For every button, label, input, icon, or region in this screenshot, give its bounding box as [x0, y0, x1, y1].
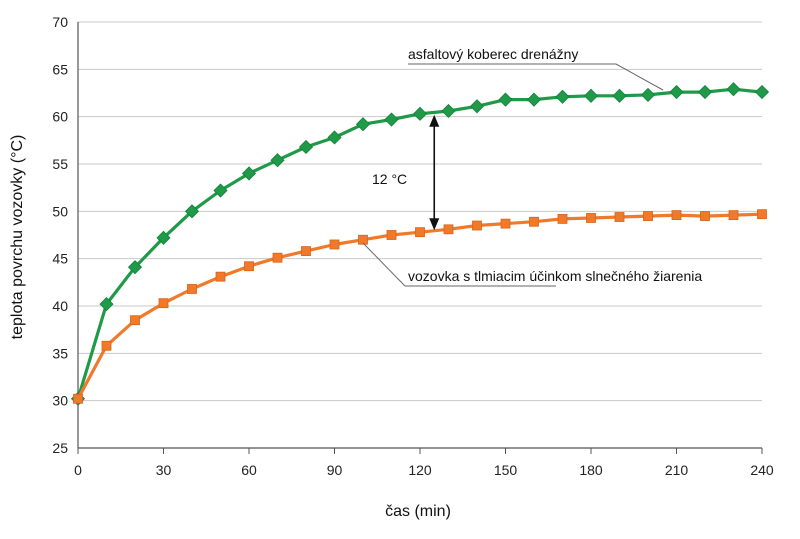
data-point-s0-x60 [241, 166, 257, 181]
data-point-s1-x90 [329, 239, 340, 250]
data-point-s0-x10 [99, 297, 114, 312]
x-tick-label-60: 60 [241, 462, 257, 478]
y-tick-label-65: 65 [52, 61, 68, 77]
data-point-s1-x70 [272, 252, 283, 263]
data-point-s0-x230 [726, 82, 741, 97]
series [70, 82, 770, 406]
y-tick-label-55: 55 [52, 156, 68, 172]
difference-label: 12 °C [372, 171, 407, 187]
data-point-s1-x170 [557, 214, 568, 224]
data-point-s0-x240 [754, 84, 770, 100]
legend-label-drainage-asphalt: asfaltový koberec drenážny [408, 46, 578, 62]
data-point-s0-x50 [213, 183, 228, 198]
data-point-s1-x180 [586, 213, 596, 223]
leader-line-damping-pavement [362, 242, 556, 287]
data-point-s1-x150 [500, 218, 511, 229]
data-point-s1-x230 [728, 210, 739, 221]
x-tick-label-240: 240 [750, 462, 774, 478]
data-point-s1-x140 [472, 220, 482, 231]
y-tick-label-70: 70 [52, 14, 68, 30]
difference-arrow-head-top [429, 114, 440, 127]
x-tick-label-90: 90 [327, 462, 343, 478]
y-tick-label-50: 50 [52, 203, 68, 219]
data-point-s1-x60 [244, 261, 254, 272]
data-point-s0-x140 [469, 99, 485, 114]
y-tick-label-40: 40 [52, 298, 68, 314]
data-point-s1-x130 [443, 224, 454, 235]
data-point-s1-x240 [757, 209, 767, 220]
data-point-s1-x20 [130, 315, 140, 326]
x-tick-label-210: 210 [665, 462, 689, 478]
y-tick-label-35: 35 [52, 345, 68, 361]
data-point-s1-x190 [614, 212, 625, 222]
data-point-s0-x150 [498, 92, 513, 107]
data-point-s1-x210 [671, 210, 682, 221]
legend-label-damping-pavement: vozovka s tlmiacim účinkom slnečného žia… [408, 268, 702, 284]
data-point-s0-x90 [327, 130, 342, 145]
data-point-s0-x130 [441, 103, 456, 119]
data-point-s1-x110 [386, 230, 397, 240]
data-point-s1-x40 [187, 284, 197, 294]
annotations: asfaltový koberec drenážny vozovka s tlm… [362, 46, 702, 287]
data-point-s1-x80 [301, 246, 311, 256]
data-point-s1-x120 [415, 227, 425, 238]
y-tick-label-60: 60 [52, 109, 68, 125]
data-point-s0-x180 [583, 88, 599, 103]
data-point-s0-x110 [384, 112, 399, 127]
data-point-s0-x220 [697, 84, 713, 100]
data-point-s1-x0 [73, 393, 83, 404]
y-tick-label-45: 45 [52, 251, 68, 267]
x-axis-title: čas (min) [385, 503, 451, 520]
data-point-s1-x100 [358, 234, 368, 245]
x-tick-label-30: 30 [156, 462, 172, 478]
x-tick-label-150: 150 [494, 462, 518, 478]
y-tick-label-30: 30 [52, 393, 68, 409]
axes [77, 22, 763, 454]
data-point-s1-x160 [529, 216, 539, 227]
data-point-s0-x70 [270, 153, 285, 168]
data-point-s0-x100 [355, 117, 371, 132]
data-point-s1-x50 [215, 271, 226, 282]
data-point-s1-x30 [158, 298, 169, 309]
data-point-s0-x200 [640, 87, 656, 102]
data-point-s0-x20 [127, 260, 143, 275]
y-tick-label-25: 25 [52, 440, 68, 456]
data-point-s0-x170 [555, 89, 570, 104]
data-point-s0-x80 [298, 139, 314, 155]
leader-line-drainage-asphalt [408, 63, 664, 91]
data-point-s0-x120 [412, 106, 428, 121]
data-point-s0-x40 [184, 204, 200, 219]
data-point-s0-x30 [156, 230, 171, 245]
data-point-s1-x200 [643, 211, 653, 221]
data-point-s0-x160 [526, 92, 542, 107]
series-line-0 [76, 87, 763, 400]
data-point-s1-x10 [101, 340, 112, 351]
x-tick-label-0: 0 [74, 462, 82, 478]
data-point-s0-x190 [612, 88, 627, 103]
y-axis-title: teplota povrchu vozovky (°C) [9, 135, 26, 340]
data-point-s0-x210 [669, 84, 684, 100]
tick-labels: 25 30 35 40 45 50 55 60 65 70 0 30 60 90 120 150 180 210 2… [52, 14, 773, 478]
data-point-s1-x220 [700, 211, 710, 221]
difference-arrow-head-bottom [429, 218, 440, 231]
x-tick-label-120: 120 [408, 462, 432, 478]
x-tick-label-180: 180 [579, 462, 603, 478]
